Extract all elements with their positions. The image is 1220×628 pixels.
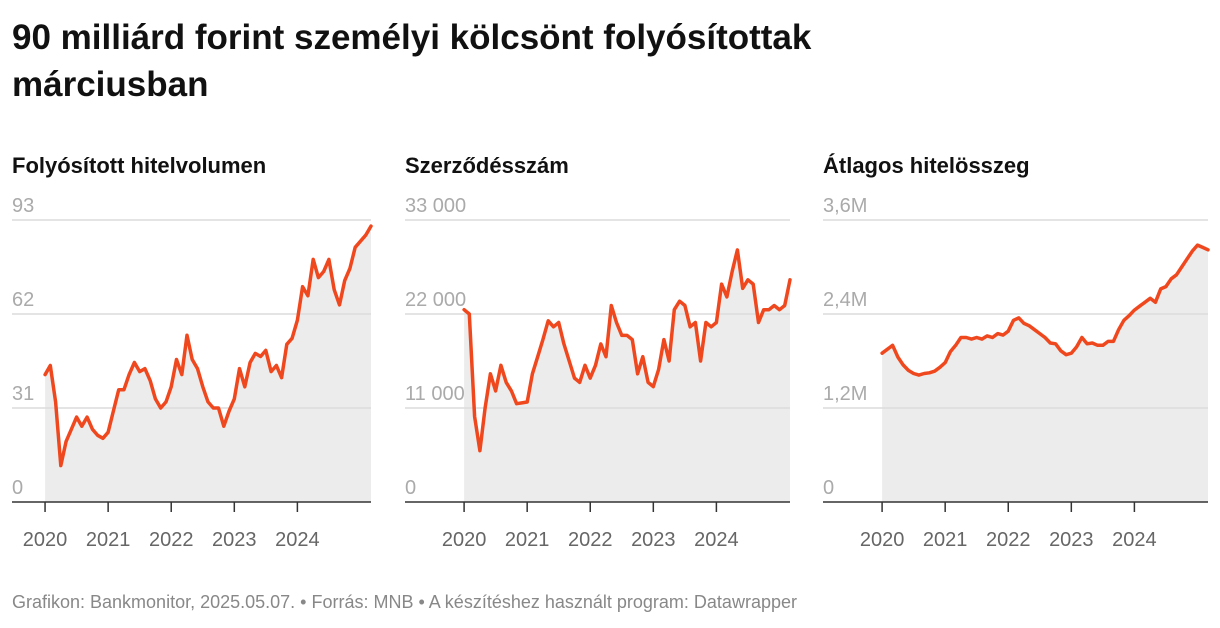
panel: Átlagos hitelösszeg 0 1,2M 2,4M 3,6M 2020 2021… (823, 153, 1210, 551)
x-tick-label: 2024 (1112, 529, 1157, 551)
x-tick-label: 2022 (568, 529, 613, 551)
x-tick-label: 2023 (1049, 529, 1094, 551)
y-tick-label: 0 (12, 477, 23, 499)
line (43, 224, 373, 468)
y-tick-label: 3,6M (823, 195, 867, 217)
x-tick-label: 2020 (860, 529, 905, 551)
page-title: 90 milliárd forint személyi kölcsönt fol… (12, 18, 812, 104)
x-tick-label: 2022 (986, 529, 1031, 551)
y-tick-label: 0 (823, 477, 834, 499)
x-tick-label: 2023 (212, 529, 257, 551)
y-tick-label: 22 000 (405, 289, 466, 311)
y-tick-label: 31 (12, 383, 34, 405)
line (462, 248, 792, 453)
x-tick-label: 2021 (505, 529, 550, 551)
line (880, 243, 1210, 377)
panel-title: Szerződésszám (405, 153, 569, 178)
y-tick-label: 33 000 (405, 195, 466, 217)
y-tick-label: 1,2M (823, 383, 867, 405)
x-tick-label: 2021 (923, 529, 968, 551)
panel-title: Átlagos hitelösszeg (823, 153, 1030, 178)
footer: Grafikon: Bankmonitor, 2025.05.07. • For… (12, 592, 797, 612)
x-tick-label: 2020 (442, 529, 487, 551)
panel: Szerződésszám 0 11 000 22 000 33 000 2020 2021… (405, 153, 792, 551)
y-tick-label: 62 (12, 289, 34, 311)
y-tick-label: 2,4M (823, 289, 867, 311)
x-tick-label: 2024 (694, 529, 739, 551)
area (45, 226, 371, 502)
x-tick-label: 2024 (275, 529, 320, 551)
area (882, 245, 1208, 502)
panel-title: Folyósított hitelvolumen (12, 153, 266, 178)
y-tick-label: 93 (12, 195, 34, 217)
x-tick-label: 2020 (23, 529, 68, 551)
y-tick-label: 11 000 (405, 383, 465, 405)
x-tick-label: 2022 (149, 529, 194, 551)
panel: Folyósított hitelvolumen 0 31 62 93 2020 2021 2… (12, 153, 373, 551)
y-tick-label: 0 (405, 477, 416, 499)
x-tick-label: 2021 (86, 529, 131, 551)
area (464, 249, 790, 502)
x-tick-label: 2023 (631, 529, 676, 551)
